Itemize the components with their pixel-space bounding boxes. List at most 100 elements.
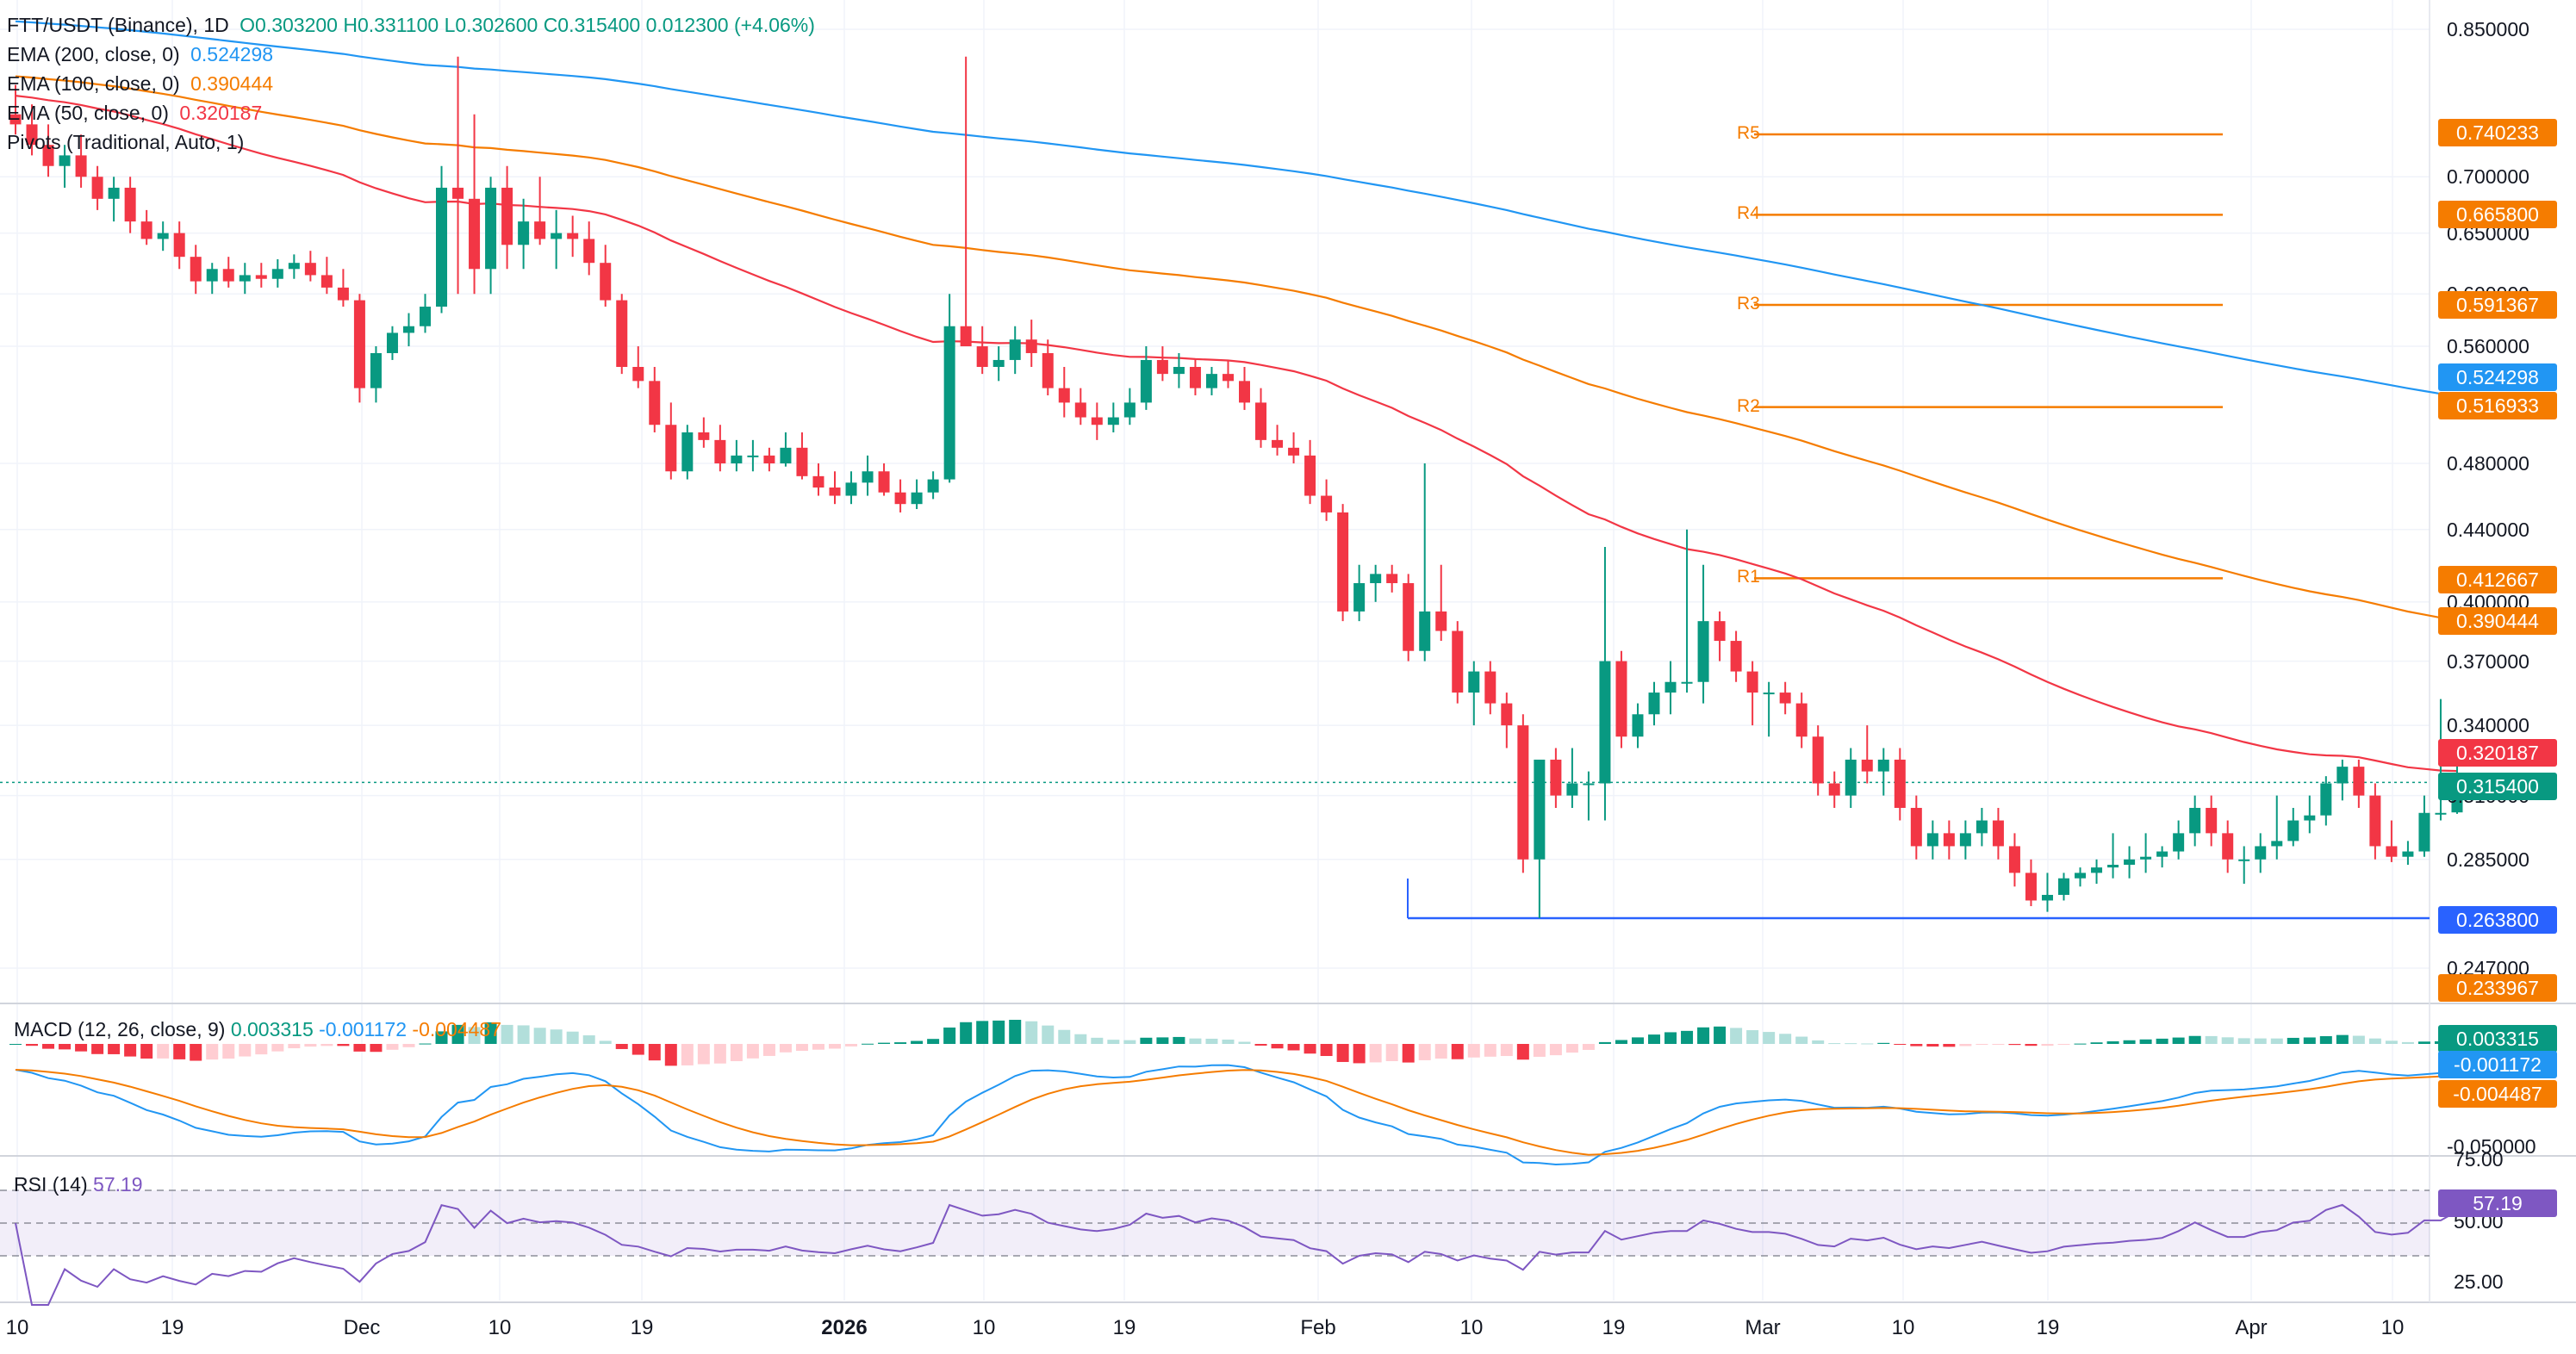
candle[interactable]: [26, 104, 38, 156]
candle[interactable]: [1517, 714, 1529, 873]
candle[interactable]: [1976, 807, 1988, 847]
candle[interactable]: [1992, 807, 2004, 860]
candle[interactable]: [1321, 479, 1333, 521]
candle[interactable]: [59, 145, 71, 188]
candle[interactable]: [222, 257, 234, 288]
candle[interactable]: [927, 471, 939, 500]
candle[interactable]: [485, 177, 497, 295]
candle[interactable]: [157, 221, 169, 252]
candle[interactable]: [1173, 352, 1185, 388]
candle[interactable]: [1222, 359, 1234, 388]
candle[interactable]: [1763, 681, 1775, 737]
candle[interactable]: [1386, 564, 1398, 593]
candle[interactable]: [255, 263, 267, 288]
candle[interactable]: [829, 471, 841, 505]
candle[interactable]: [452, 56, 464, 295]
candle[interactable]: [1877, 748, 1889, 796]
candle[interactable]: [1435, 564, 1447, 642]
candle[interactable]: [2091, 859, 2103, 885]
candle[interactable]: [1403, 574, 1415, 661]
candle[interactable]: [534, 177, 546, 245]
candle[interactable]: [173, 221, 185, 270]
candle[interactable]: [469, 114, 481, 295]
candle[interactable]: [1501, 693, 1513, 748]
candle[interactable]: [2255, 833, 2267, 873]
candle[interactable]: [665, 402, 677, 480]
candle[interactable]: [1272, 425, 1284, 456]
candle[interactable]: [501, 165, 513, 270]
candle[interactable]: [2369, 783, 2381, 860]
candle[interactable]: [1615, 650, 1627, 748]
candle[interactable]: [1943, 820, 1955, 860]
candle[interactable]: [108, 177, 120, 222]
candle[interactable]: [370, 346, 382, 403]
candle[interactable]: [2353, 759, 2365, 808]
candle[interactable]: [2402, 841, 2414, 865]
candle[interactable]: [2173, 820, 2185, 860]
candle[interactable]: [878, 463, 890, 496]
candle[interactable]: [518, 198, 530, 270]
candle[interactable]: [1123, 388, 1136, 425]
candle[interactable]: [1239, 366, 1250, 410]
candle[interactable]: [2058, 873, 2069, 901]
candle[interactable]: [2238, 846, 2250, 885]
candle[interactable]: [239, 263, 251, 295]
candle[interactable]: [1205, 366, 1217, 395]
candle[interactable]: [1189, 359, 1201, 395]
candle[interactable]: [1534, 759, 1546, 918]
candle[interactable]: [551, 209, 563, 270]
candle[interactable]: [616, 294, 628, 375]
candle[interactable]: [2386, 820, 2398, 862]
candle[interactable]: [1419, 463, 1431, 661]
candle[interactable]: [2222, 820, 2234, 873]
candle[interactable]: [436, 165, 448, 314]
candle[interactable]: [206, 263, 218, 295]
candle[interactable]: [1959, 820, 1971, 860]
candle[interactable]: [2271, 795, 2283, 860]
candle[interactable]: [1648, 681, 1660, 726]
candle[interactable]: [124, 177, 136, 233]
candle[interactable]: [731, 439, 743, 472]
candle[interactable]: [1828, 771, 1840, 808]
candle[interactable]: [1304, 439, 1316, 505]
candle[interactable]: [1353, 564, 1366, 622]
candle[interactable]: [1681, 529, 1693, 693]
candle[interactable]: [2041, 873, 2053, 912]
candle[interactable]: [75, 134, 87, 188]
candle[interactable]: [796, 432, 808, 480]
candle[interactable]: [1468, 661, 1480, 726]
candle[interactable]: [911, 479, 923, 510]
candle[interactable]: [681, 425, 694, 480]
candle[interactable]: [1370, 564, 1382, 602]
candle[interactable]: [2156, 846, 2168, 868]
candle[interactable]: [1599, 547, 1611, 821]
candle[interactable]: [1910, 795, 1922, 860]
candle[interactable]: [698, 417, 710, 448]
candle[interactable]: [1009, 326, 1021, 375]
candle[interactable]: [288, 254, 300, 279]
candle[interactable]: [763, 447, 775, 472]
candle[interactable]: [992, 346, 1005, 382]
candle[interactable]: [567, 215, 579, 258]
candle[interactable]: [2025, 859, 2037, 907]
candle[interactable]: [1664, 661, 1677, 715]
candle[interactable]: [583, 221, 595, 276]
candle[interactable]: [2304, 795, 2316, 834]
candle[interactable]: [271, 258, 283, 288]
candle[interactable]: [2140, 833, 2152, 873]
candle[interactable]: [2075, 867, 2087, 887]
candle[interactable]: [420, 294, 431, 333]
candle[interactable]: [714, 425, 726, 472]
candle[interactable]: [960, 56, 972, 347]
candle[interactable]: [304, 251, 316, 282]
candle[interactable]: [1812, 725, 1824, 796]
candle[interactable]: [894, 479, 906, 512]
candle[interactable]: [747, 439, 759, 472]
candle[interactable]: [2206, 795, 2218, 847]
candle[interactable]: [1746, 661, 1758, 726]
candle[interactable]: [632, 346, 644, 388]
candle[interactable]: [649, 366, 661, 433]
candle[interactable]: [1845, 748, 1857, 808]
candle[interactable]: [1452, 621, 1464, 704]
